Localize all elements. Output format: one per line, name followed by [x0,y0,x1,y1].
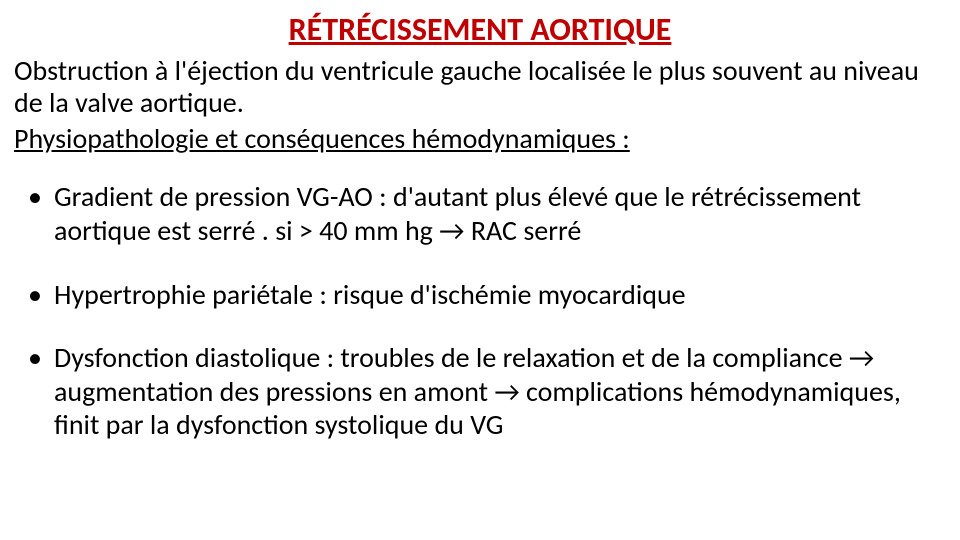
list-item: Dysfonction diastolique : troubles de le… [14,341,946,442]
list-item: Hypertrophie pariétale : risque d'ischém… [14,278,946,312]
list-item: Gradient de pression VG-AO : d'autant pl… [14,180,946,247]
intro-paragraph: Obstruction à l'éjection du ventricule g… [14,55,946,119]
bullet-list: Gradient de pression VG-AO : d'autant pl… [14,180,946,442]
subheading: Physiopathologie et conséquences hémodyn… [14,121,946,156]
slide-title: RÉTRÉCISSEMENT AORTIQUE [14,10,946,49]
